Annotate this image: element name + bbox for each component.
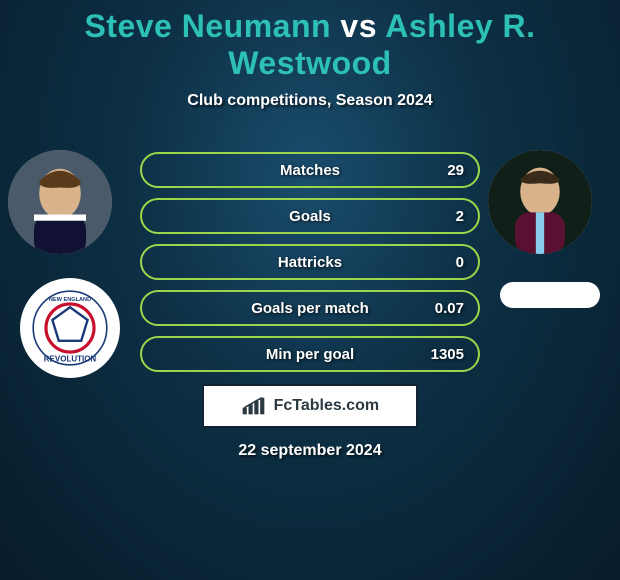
stat-bar: Hattricks0 — [140, 244, 480, 280]
stat-bar: Min per goal1305 — [140, 336, 480, 372]
stat-value: 0 — [456, 254, 464, 271]
stat-bar: Goals2 — [140, 198, 480, 234]
svg-text:NEW ENGLAND: NEW ENGLAND — [49, 297, 91, 303]
title-vs: vs — [340, 8, 377, 44]
stat-bar: Goals per match0.07 — [140, 290, 480, 326]
svg-text:REVOLUTION: REVOLUTION — [44, 355, 97, 364]
stat-label: Goals per match — [142, 300, 478, 317]
stat-value: 1305 — [431, 346, 464, 363]
stat-value: 0.07 — [435, 300, 464, 317]
brand-text: FcTables.com — [274, 397, 380, 415]
stat-value: 29 — [447, 162, 464, 179]
stat-label: Min per goal — [142, 346, 478, 363]
date: 22 september 2024 — [0, 442, 620, 460]
player2-club-logo — [500, 282, 600, 308]
stat-bar: Matches29 — [140, 152, 480, 188]
player2-avatar — [488, 150, 592, 254]
player1-avatar — [8, 150, 112, 254]
page-title: Steve Neumann vs Ashley R. Westwood — [0, 0, 620, 82]
brand-badge: FcTables.com — [202, 384, 418, 428]
chart-icon — [241, 396, 268, 416]
stat-value: 2 — [456, 208, 464, 225]
stat-label: Goals — [142, 208, 478, 225]
player1-club-logo: REVOLUTION NEW ENGLAND — [20, 278, 120, 378]
stat-bars: Matches29 Goals2 Hattricks0 Goals per match… — [140, 150, 480, 372]
title-player1: Steve Neumann — [84, 8, 331, 44]
subtitle: Club competitions, Season 2024 — [0, 92, 620, 110]
stat-label: Matches — [142, 162, 478, 179]
comparison-content: REVOLUTION NEW ENGLAND Matches29 Goals2 Ha… — [0, 150, 620, 460]
stat-label: Hattricks — [142, 254, 478, 271]
